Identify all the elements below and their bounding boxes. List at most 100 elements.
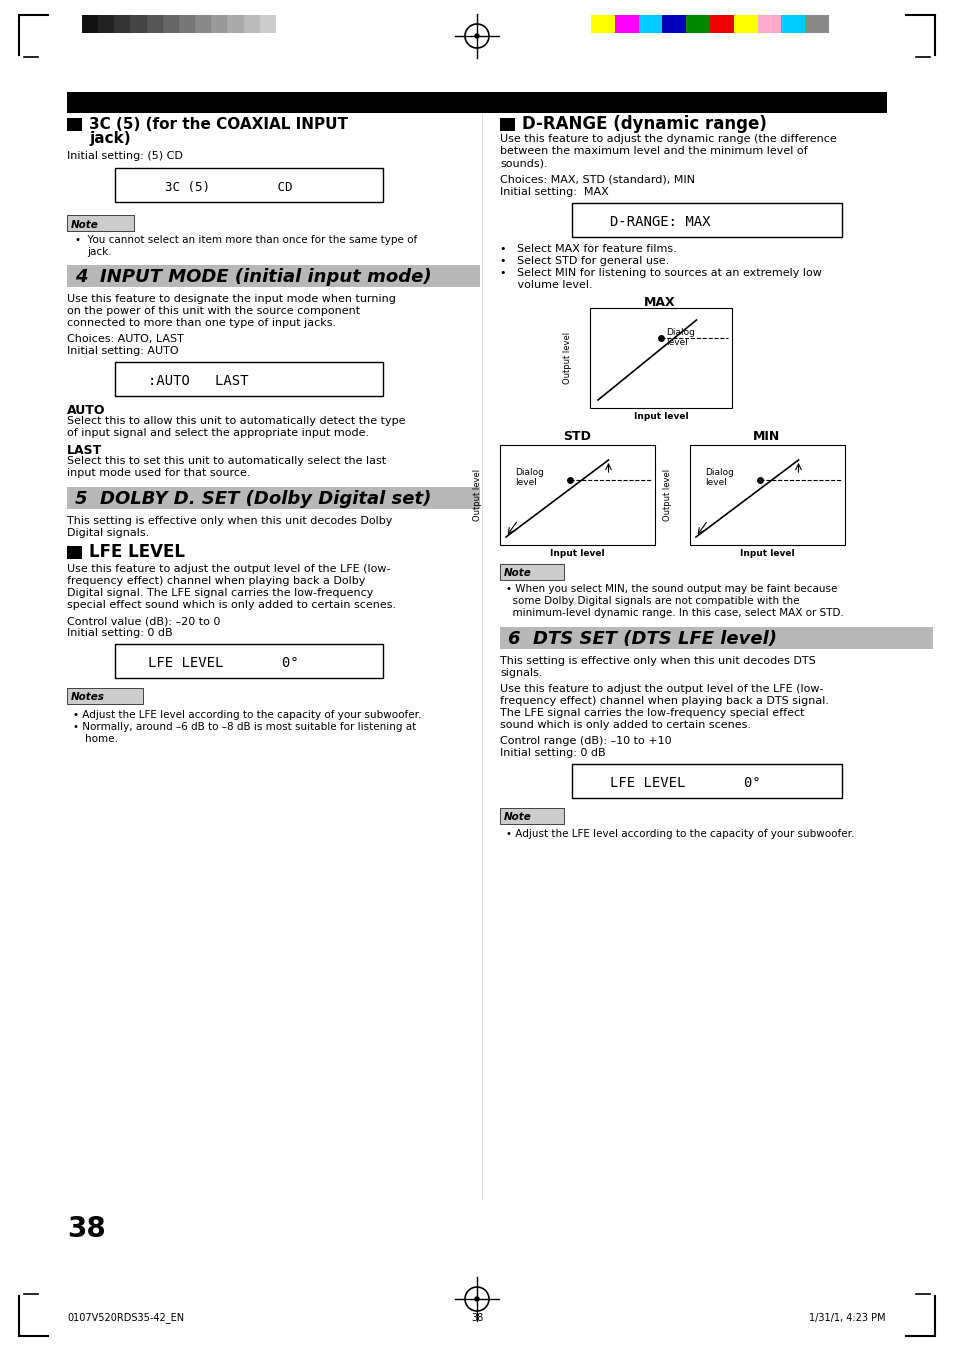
Bar	[179, 15, 194, 32]
Text: sounds).: sounds).	[499, 158, 547, 168]
Text: Output level: Output level	[473, 469, 482, 521]
Text: The LFE signal carries the low-frequency special effect: The LFE signal carries the low-frequency…	[499, 708, 803, 717]
Text: This setting is effective only when this unit decodes DTS: This setting is effective only when this…	[499, 657, 815, 666]
Text: MAX: MAX	[643, 296, 675, 309]
Circle shape	[475, 34, 478, 38]
Bar	[211, 15, 227, 32]
Text: Output level: Output level	[662, 469, 672, 521]
Text: level: level	[665, 338, 687, 347]
Text: minimum-level dynamic range. In this case, select MAX or STD.: minimum-level dynamic range. In this cas…	[505, 608, 843, 617]
Text: Input level: Input level	[549, 549, 603, 558]
Bar	[709, 15, 733, 32]
Text: frequency effect) channel when playing back a Dolby: frequency effect) channel when playing b…	[67, 576, 365, 586]
Bar	[67, 688, 143, 704]
Bar	[499, 118, 515, 131]
Text: Dialog: Dialog	[705, 467, 734, 477]
Text: jack.: jack.	[87, 247, 112, 257]
Bar	[259, 15, 275, 32]
Text: SET MENU: SET MENU	[79, 99, 139, 109]
Text: Control range (dB): –10 to +10: Control range (dB): –10 to +10	[499, 736, 671, 746]
Text: Dialog: Dialog	[515, 467, 544, 477]
Text: Initial setting:  MAX: Initial setting: MAX	[499, 186, 608, 197]
Text: level: level	[705, 478, 726, 486]
Bar	[114, 15, 131, 32]
Text: AUTO: AUTO	[67, 404, 106, 417]
Text: D-RANGE: MAX: D-RANGE: MAX	[609, 215, 710, 230]
Text: 1/31/1, 4:23 PM: 1/31/1, 4:23 PM	[808, 1313, 885, 1323]
Text: Choices: MAX, STD (standard), MIN: Choices: MAX, STD (standard), MIN	[499, 176, 695, 185]
Bar	[685, 15, 709, 32]
Bar	[757, 15, 781, 32]
Text: :AUTO   LAST: :AUTO LAST	[148, 374, 248, 388]
Circle shape	[475, 1297, 478, 1301]
Text: • Adjust the LFE level according to the capacity of your subwoofer.: • Adjust the LFE level according to the …	[505, 830, 854, 839]
Text: Choices: AUTO, LAST: Choices: AUTO, LAST	[67, 334, 184, 345]
Bar	[499, 444, 655, 544]
Bar	[638, 15, 661, 32]
Text: 3C (5)         CD: 3C (5) CD	[165, 181, 293, 195]
Bar	[67, 265, 479, 286]
Text: Digital signal. The LFE signal carries the low-frequency: Digital signal. The LFE signal carries t…	[67, 588, 373, 598]
Bar	[243, 15, 259, 32]
Text: Notes: Notes	[71, 692, 105, 703]
Bar	[689, 444, 844, 544]
Bar	[67, 118, 82, 131]
Text: Initial setting: AUTO: Initial setting: AUTO	[67, 346, 178, 357]
Text: • Adjust the LFE level according to the capacity of your subwoofer.: • Adjust the LFE level according to the …	[73, 711, 421, 720]
Text: 6  DTS SET (DTS LFE level): 6 DTS SET (DTS LFE level)	[507, 630, 776, 648]
Bar	[82, 15, 98, 32]
Bar	[589, 308, 731, 408]
Text: 0107V520RDS35-42_EN: 0107V520RDS35-42_EN	[67, 1312, 184, 1323]
Text: •   Select STD for general use.: • Select STD for general use.	[499, 255, 669, 266]
Bar	[147, 15, 163, 32]
Text: •   Select MAX for feature films.: • Select MAX for feature films.	[499, 245, 676, 254]
Text: 5  DOLBY D. SET (Dolby Digital set): 5 DOLBY D. SET (Dolby Digital set)	[75, 490, 431, 508]
Text: D-RANGE (dynamic range): D-RANGE (dynamic range)	[521, 115, 766, 132]
Text: Use this feature to adjust the output level of the LFE (low-: Use this feature to adjust the output le…	[67, 563, 390, 574]
Text: connected to more than one type of input jacks.: connected to more than one type of input…	[67, 317, 335, 328]
Text: 4  INPUT MODE (initial input mode): 4 INPUT MODE (initial input mode)	[75, 267, 431, 286]
Text: Dialog: Dialog	[665, 328, 694, 336]
Text: LFE LEVEL       0°: LFE LEVEL 0°	[148, 657, 298, 670]
Bar	[733, 15, 757, 32]
Text: Output level: Output level	[563, 332, 572, 384]
Text: between the maximum level and the minimum level of: between the maximum level and the minimu…	[499, 146, 807, 155]
Text: STD: STD	[562, 430, 590, 443]
Text: signals.: signals.	[499, 667, 542, 678]
Text: special effect sound which is only added to certain scenes.: special effect sound which is only added…	[67, 600, 395, 611]
Text: Initial setting: 0 dB: Initial setting: 0 dB	[499, 748, 605, 758]
Bar	[499, 627, 932, 648]
Bar	[98, 15, 114, 32]
Text: Initial setting: (5) CD: Initial setting: (5) CD	[67, 151, 183, 161]
Text: 38: 38	[67, 1215, 106, 1243]
Bar	[804, 15, 828, 32]
Text: input mode used for that source.: input mode used for that source.	[67, 467, 251, 478]
Text: LFE LEVEL       0°: LFE LEVEL 0°	[609, 775, 760, 790]
Bar	[275, 15, 292, 32]
Text: • Normally, around –6 dB to –8 dB is most suitable for listening at: • Normally, around –6 dB to –8 dB is mos…	[73, 721, 416, 732]
Text: Note: Note	[503, 812, 531, 821]
Bar	[227, 15, 243, 32]
Text: some Dolby Digital signals are not compatible with the: some Dolby Digital signals are not compa…	[505, 596, 799, 607]
Text: Digital signals.: Digital signals.	[67, 528, 149, 538]
Bar	[115, 362, 382, 396]
Text: Use this feature to adjust the output level of the LFE (low-: Use this feature to adjust the output le…	[499, 684, 822, 694]
Text: LFE LEVEL: LFE LEVEL	[89, 543, 185, 561]
Text: Note: Note	[71, 220, 99, 230]
Text: 3C (5) (for the COAXIAL INPUT: 3C (5) (for the COAXIAL INPUT	[89, 118, 348, 132]
Bar	[67, 92, 886, 113]
Bar	[499, 808, 563, 824]
Bar	[194, 15, 211, 32]
Text: level: level	[515, 478, 537, 486]
Text: Initial setting: 0 dB: Initial setting: 0 dB	[67, 628, 172, 638]
Bar	[115, 644, 382, 678]
Text: • When you select MIN, the sound output may be faint because: • When you select MIN, the sound output …	[505, 584, 837, 594]
Text: Select this to set this unit to automatically select the last: Select this to set this unit to automati…	[67, 457, 386, 466]
Text: jack): jack)	[89, 131, 131, 146]
Text: sound which is only added to certain scenes.: sound which is only added to certain sce…	[499, 720, 750, 730]
Bar	[499, 563, 563, 580]
Text: on the power of this unit with the source component: on the power of this unit with the sourc…	[67, 305, 359, 316]
Text: frequency effect) channel when playing back a DTS signal.: frequency effect) channel when playing b…	[499, 696, 828, 707]
Text: Control value (dB): –20 to 0: Control value (dB): –20 to 0	[67, 616, 220, 626]
Text: volume level.: volume level.	[499, 280, 592, 290]
